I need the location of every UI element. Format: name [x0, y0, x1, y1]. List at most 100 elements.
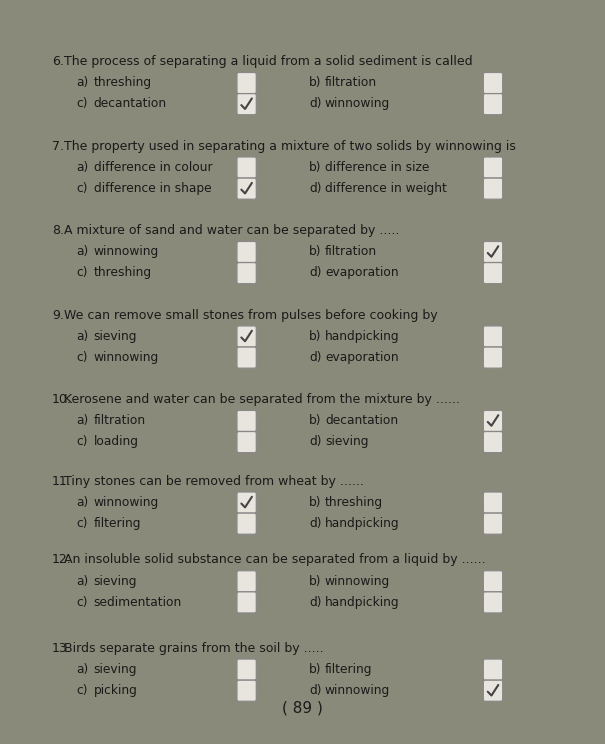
Text: d): d)	[309, 596, 322, 609]
FancyBboxPatch shape	[483, 432, 503, 452]
FancyBboxPatch shape	[237, 72, 257, 94]
FancyBboxPatch shape	[483, 492, 503, 513]
Text: sieving: sieving	[94, 663, 137, 676]
FancyBboxPatch shape	[483, 411, 503, 432]
FancyBboxPatch shape	[237, 513, 257, 534]
Text: b): b)	[309, 574, 322, 588]
Text: winnowing: winnowing	[94, 246, 159, 258]
Text: c): c)	[76, 517, 87, 530]
FancyBboxPatch shape	[237, 326, 257, 347]
Text: a): a)	[76, 161, 88, 174]
Text: 13.: 13.	[52, 642, 72, 655]
Text: filtration: filtration	[325, 77, 377, 89]
FancyBboxPatch shape	[483, 659, 503, 680]
Text: a): a)	[76, 77, 88, 89]
FancyBboxPatch shape	[483, 680, 503, 702]
Text: d): d)	[309, 684, 322, 697]
Text: b): b)	[309, 414, 322, 427]
FancyBboxPatch shape	[237, 591, 257, 613]
Text: c): c)	[76, 684, 87, 697]
FancyBboxPatch shape	[237, 571, 257, 591]
Text: handpicking: handpicking	[325, 517, 399, 530]
Text: b): b)	[309, 161, 322, 174]
Text: a): a)	[76, 246, 88, 258]
Text: winnowing: winnowing	[94, 351, 159, 364]
FancyBboxPatch shape	[237, 680, 257, 702]
Text: Birds separate grains from the soil by .....: Birds separate grains from the soil by .…	[65, 642, 324, 655]
Text: 7.: 7.	[52, 140, 64, 153]
Text: picking: picking	[94, 684, 137, 697]
Text: d): d)	[309, 97, 322, 110]
FancyBboxPatch shape	[237, 659, 257, 680]
Text: Tiny stones can be removed from wheat by ......: Tiny stones can be removed from wheat by…	[65, 475, 364, 488]
FancyBboxPatch shape	[237, 411, 257, 432]
FancyBboxPatch shape	[483, 157, 503, 178]
Text: evaporation: evaporation	[325, 351, 399, 364]
FancyBboxPatch shape	[483, 263, 503, 283]
Text: d): d)	[309, 351, 322, 364]
FancyBboxPatch shape	[237, 178, 257, 199]
FancyBboxPatch shape	[237, 157, 257, 178]
Text: threshing: threshing	[325, 496, 383, 509]
FancyBboxPatch shape	[483, 94, 503, 115]
Text: Kerosene and water can be separated from the mixture by ......: Kerosene and water can be separated from…	[65, 393, 460, 406]
FancyBboxPatch shape	[483, 571, 503, 591]
Text: decantation: decantation	[94, 97, 166, 110]
Text: threshing: threshing	[94, 266, 152, 280]
Text: d): d)	[309, 517, 322, 530]
FancyBboxPatch shape	[483, 347, 503, 368]
Text: The property used in separating a mixture of two solids by winnowing is: The property used in separating a mixtur…	[65, 140, 516, 153]
Text: loading: loading	[94, 435, 139, 449]
Text: filtering: filtering	[94, 517, 141, 530]
Text: 8.: 8.	[52, 224, 64, 237]
Text: sieving: sieving	[94, 574, 137, 588]
FancyBboxPatch shape	[483, 178, 503, 199]
FancyBboxPatch shape	[237, 432, 257, 452]
Text: winnowing: winnowing	[94, 496, 159, 509]
Text: winnowing: winnowing	[325, 97, 390, 110]
FancyBboxPatch shape	[483, 72, 503, 94]
Text: sedimentation: sedimentation	[94, 596, 182, 609]
Text: b): b)	[309, 77, 322, 89]
Text: threshing: threshing	[94, 77, 152, 89]
Text: d): d)	[309, 182, 322, 195]
Text: c): c)	[76, 596, 87, 609]
Text: 10.: 10.	[52, 393, 72, 406]
Text: An insoluble solid substance can be separated from a liquid by ......: An insoluble solid substance can be sepa…	[65, 554, 486, 566]
FancyBboxPatch shape	[483, 242, 503, 263]
Text: c): c)	[76, 266, 87, 280]
Text: c): c)	[76, 351, 87, 364]
Text: 6.: 6.	[52, 55, 64, 68]
Text: 12.: 12.	[52, 554, 72, 566]
Text: a): a)	[76, 574, 88, 588]
Text: winnowing: winnowing	[325, 684, 390, 697]
Text: d): d)	[309, 266, 322, 280]
FancyBboxPatch shape	[237, 242, 257, 263]
Text: decantation: decantation	[325, 414, 398, 427]
FancyBboxPatch shape	[483, 513, 503, 534]
Text: c): c)	[76, 182, 87, 195]
FancyBboxPatch shape	[483, 326, 503, 347]
FancyBboxPatch shape	[237, 492, 257, 513]
Text: 11.: 11.	[52, 475, 72, 488]
Text: c): c)	[76, 435, 87, 449]
Text: sieving: sieving	[94, 330, 137, 343]
Text: handpicking: handpicking	[325, 596, 399, 609]
Text: difference in shape: difference in shape	[94, 182, 211, 195]
Text: a): a)	[76, 414, 88, 427]
Text: handpicking: handpicking	[325, 330, 399, 343]
Text: filtration: filtration	[325, 246, 377, 258]
FancyBboxPatch shape	[483, 591, 503, 613]
FancyBboxPatch shape	[237, 347, 257, 368]
FancyBboxPatch shape	[237, 94, 257, 115]
Text: 9.: 9.	[52, 309, 64, 321]
Text: difference in colour: difference in colour	[94, 161, 212, 174]
Text: sieving: sieving	[325, 435, 368, 449]
Text: b): b)	[309, 246, 322, 258]
Text: We can remove small stones from pulses before cooking by: We can remove small stones from pulses b…	[65, 309, 438, 321]
Text: a): a)	[76, 496, 88, 509]
Text: difference in weight: difference in weight	[325, 182, 447, 195]
Text: A mixture of sand and water can be separated by .....: A mixture of sand and water can be separ…	[65, 224, 400, 237]
Text: The process of separating a liquid from a solid sediment is called: The process of separating a liquid from …	[65, 55, 473, 68]
Text: b): b)	[309, 330, 322, 343]
